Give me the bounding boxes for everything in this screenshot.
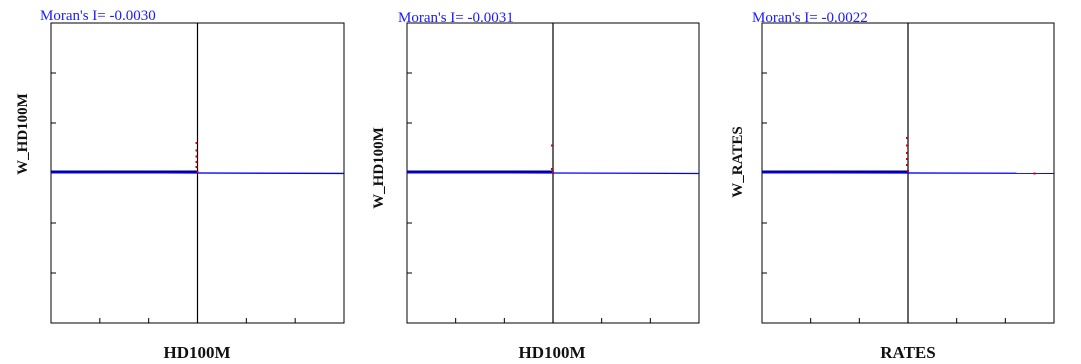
- chart-1-data-point: [195, 155, 198, 158]
- chart-1: Moran's I= -0.0030 HD100M W_HD100M: [15, 8, 345, 362]
- chart-2: Moran's I= -0.0031 HD100M W_HD100M: [371, 10, 700, 362]
- chart-1-x-axis-label: HD100M: [163, 343, 230, 362]
- chart-1-points: [195, 142, 199, 173]
- chart-1-y-axis-label: W_HD100M: [15, 93, 31, 175]
- chart-3-data-point: [906, 164, 909, 166]
- chart-2-x-axis-label: HD100M: [518, 343, 585, 362]
- chart-2-data-point: [551, 144, 554, 147]
- chart-3-data-point: [906, 137, 909, 139]
- chart-1-data-point: [195, 142, 198, 144]
- chart-3-title: Moran's I= -0.0022: [752, 10, 868, 26]
- chart-3-data-point: [906, 158, 909, 160]
- chart-3-x-axis-label: RATES: [880, 343, 935, 362]
- chart-2-title: Moran's I= -0.0031: [398, 10, 514, 26]
- chart-3-points: [906, 137, 1036, 175]
- chart-3-y-axis-label: W_RATES: [730, 126, 746, 197]
- chart-3-data-point: [907, 170, 909, 172]
- chart-3-data-point: [906, 152, 909, 154]
- chart-1-data-point: [196, 171, 199, 173]
- chart-1-data-point: [195, 166, 198, 168]
- chart-2-data-point: [552, 171, 554, 173]
- chart-3: Moran's I= -0.0022 RATES W_RATES: [730, 10, 1055, 362]
- chart-1-y-ticks: [51, 22, 56, 324]
- chart-2-y-axis-label: W_HD100M: [371, 127, 387, 209]
- chart-3-regression-line: [761, 172, 1055, 174]
- chart-1-data-point: [195, 149, 198, 152]
- chart-1-data-point: [195, 161, 198, 163]
- chart-3-y-ticks: [762, 22, 767, 324]
- chart-1-title: Moran's I= -0.0030: [40, 8, 156, 24]
- chart-3-data-point: [906, 144, 909, 147]
- chart-2-points: [551, 144, 554, 173]
- chart-2-data-point: [551, 168, 554, 170]
- chart-3-data-point: [1033, 172, 1036, 175]
